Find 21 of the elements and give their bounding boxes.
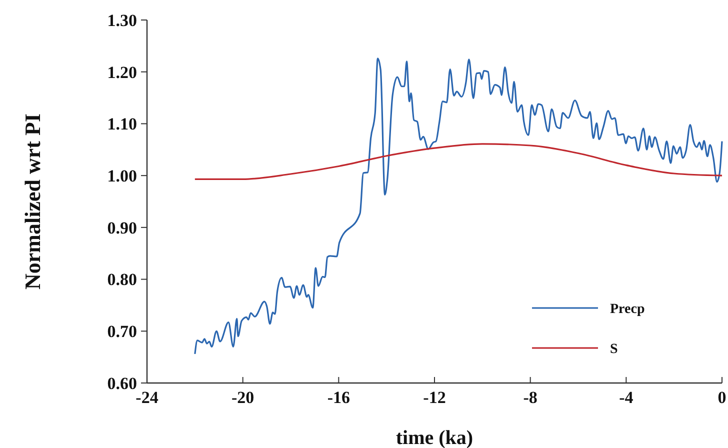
y-tick-label: 1.30 <box>107 10 137 30</box>
legend-label: Precp <box>610 302 645 317</box>
y-tick-label: 1.00 <box>107 166 137 186</box>
line-series <box>194 58 723 355</box>
x-axis-title: time (ka) <box>396 427 474 448</box>
x-tick-label: -12 <box>423 388 446 407</box>
legend-label: S <box>610 342 618 357</box>
x-tick-label: -20 <box>231 388 254 407</box>
y-tick-label: 0.80 <box>107 270 137 290</box>
y-tick-label: 0.70 <box>107 322 137 342</box>
x-tick-label: -8 <box>523 388 538 407</box>
y-axis-title: Normalized wrt PI <box>20 114 45 290</box>
y-tick-label: 0.60 <box>107 374 137 393</box>
x-tick-label: -24 <box>136 388 159 407</box>
line-series <box>194 143 723 180</box>
y-tick-label: 0.90 <box>107 218 137 238</box>
x-tick-label: 0 <box>718 388 726 407</box>
x-tick-label: -16 <box>327 388 350 407</box>
x-tick-label: -4 <box>619 388 634 407</box>
y-tick-label: 1.20 <box>107 62 137 82</box>
y-tick-label: 1.10 <box>107 114 137 134</box>
